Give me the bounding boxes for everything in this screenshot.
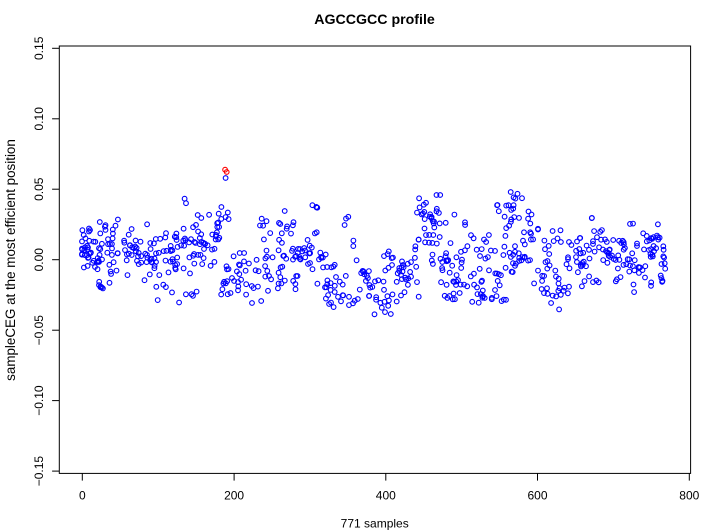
svg-text:200: 200 xyxy=(224,488,244,502)
svg-text:0.10: 0.10 xyxy=(32,107,46,131)
svg-text:0.15: 0.15 xyxy=(32,36,46,60)
svg-text:800: 800 xyxy=(679,488,699,502)
svg-text:−0.05: −0.05 xyxy=(32,315,46,346)
svg-text:0.05: 0.05 xyxy=(32,177,46,201)
svg-text:600: 600 xyxy=(527,488,547,502)
svg-text:sampleCEG at the most efficien: sampleCEG at the most efficient position xyxy=(3,139,18,381)
svg-text:400: 400 xyxy=(376,488,396,502)
svg-text:0.00: 0.00 xyxy=(32,248,46,272)
svg-text:−0.15: −0.15 xyxy=(32,456,46,487)
svg-text:771 samples: 771 samples xyxy=(341,517,409,530)
svg-text:0: 0 xyxy=(79,488,86,502)
svg-text:AGCCGCC profile: AGCCGCC profile xyxy=(314,12,435,28)
svg-text:−0.10: −0.10 xyxy=(32,385,46,416)
